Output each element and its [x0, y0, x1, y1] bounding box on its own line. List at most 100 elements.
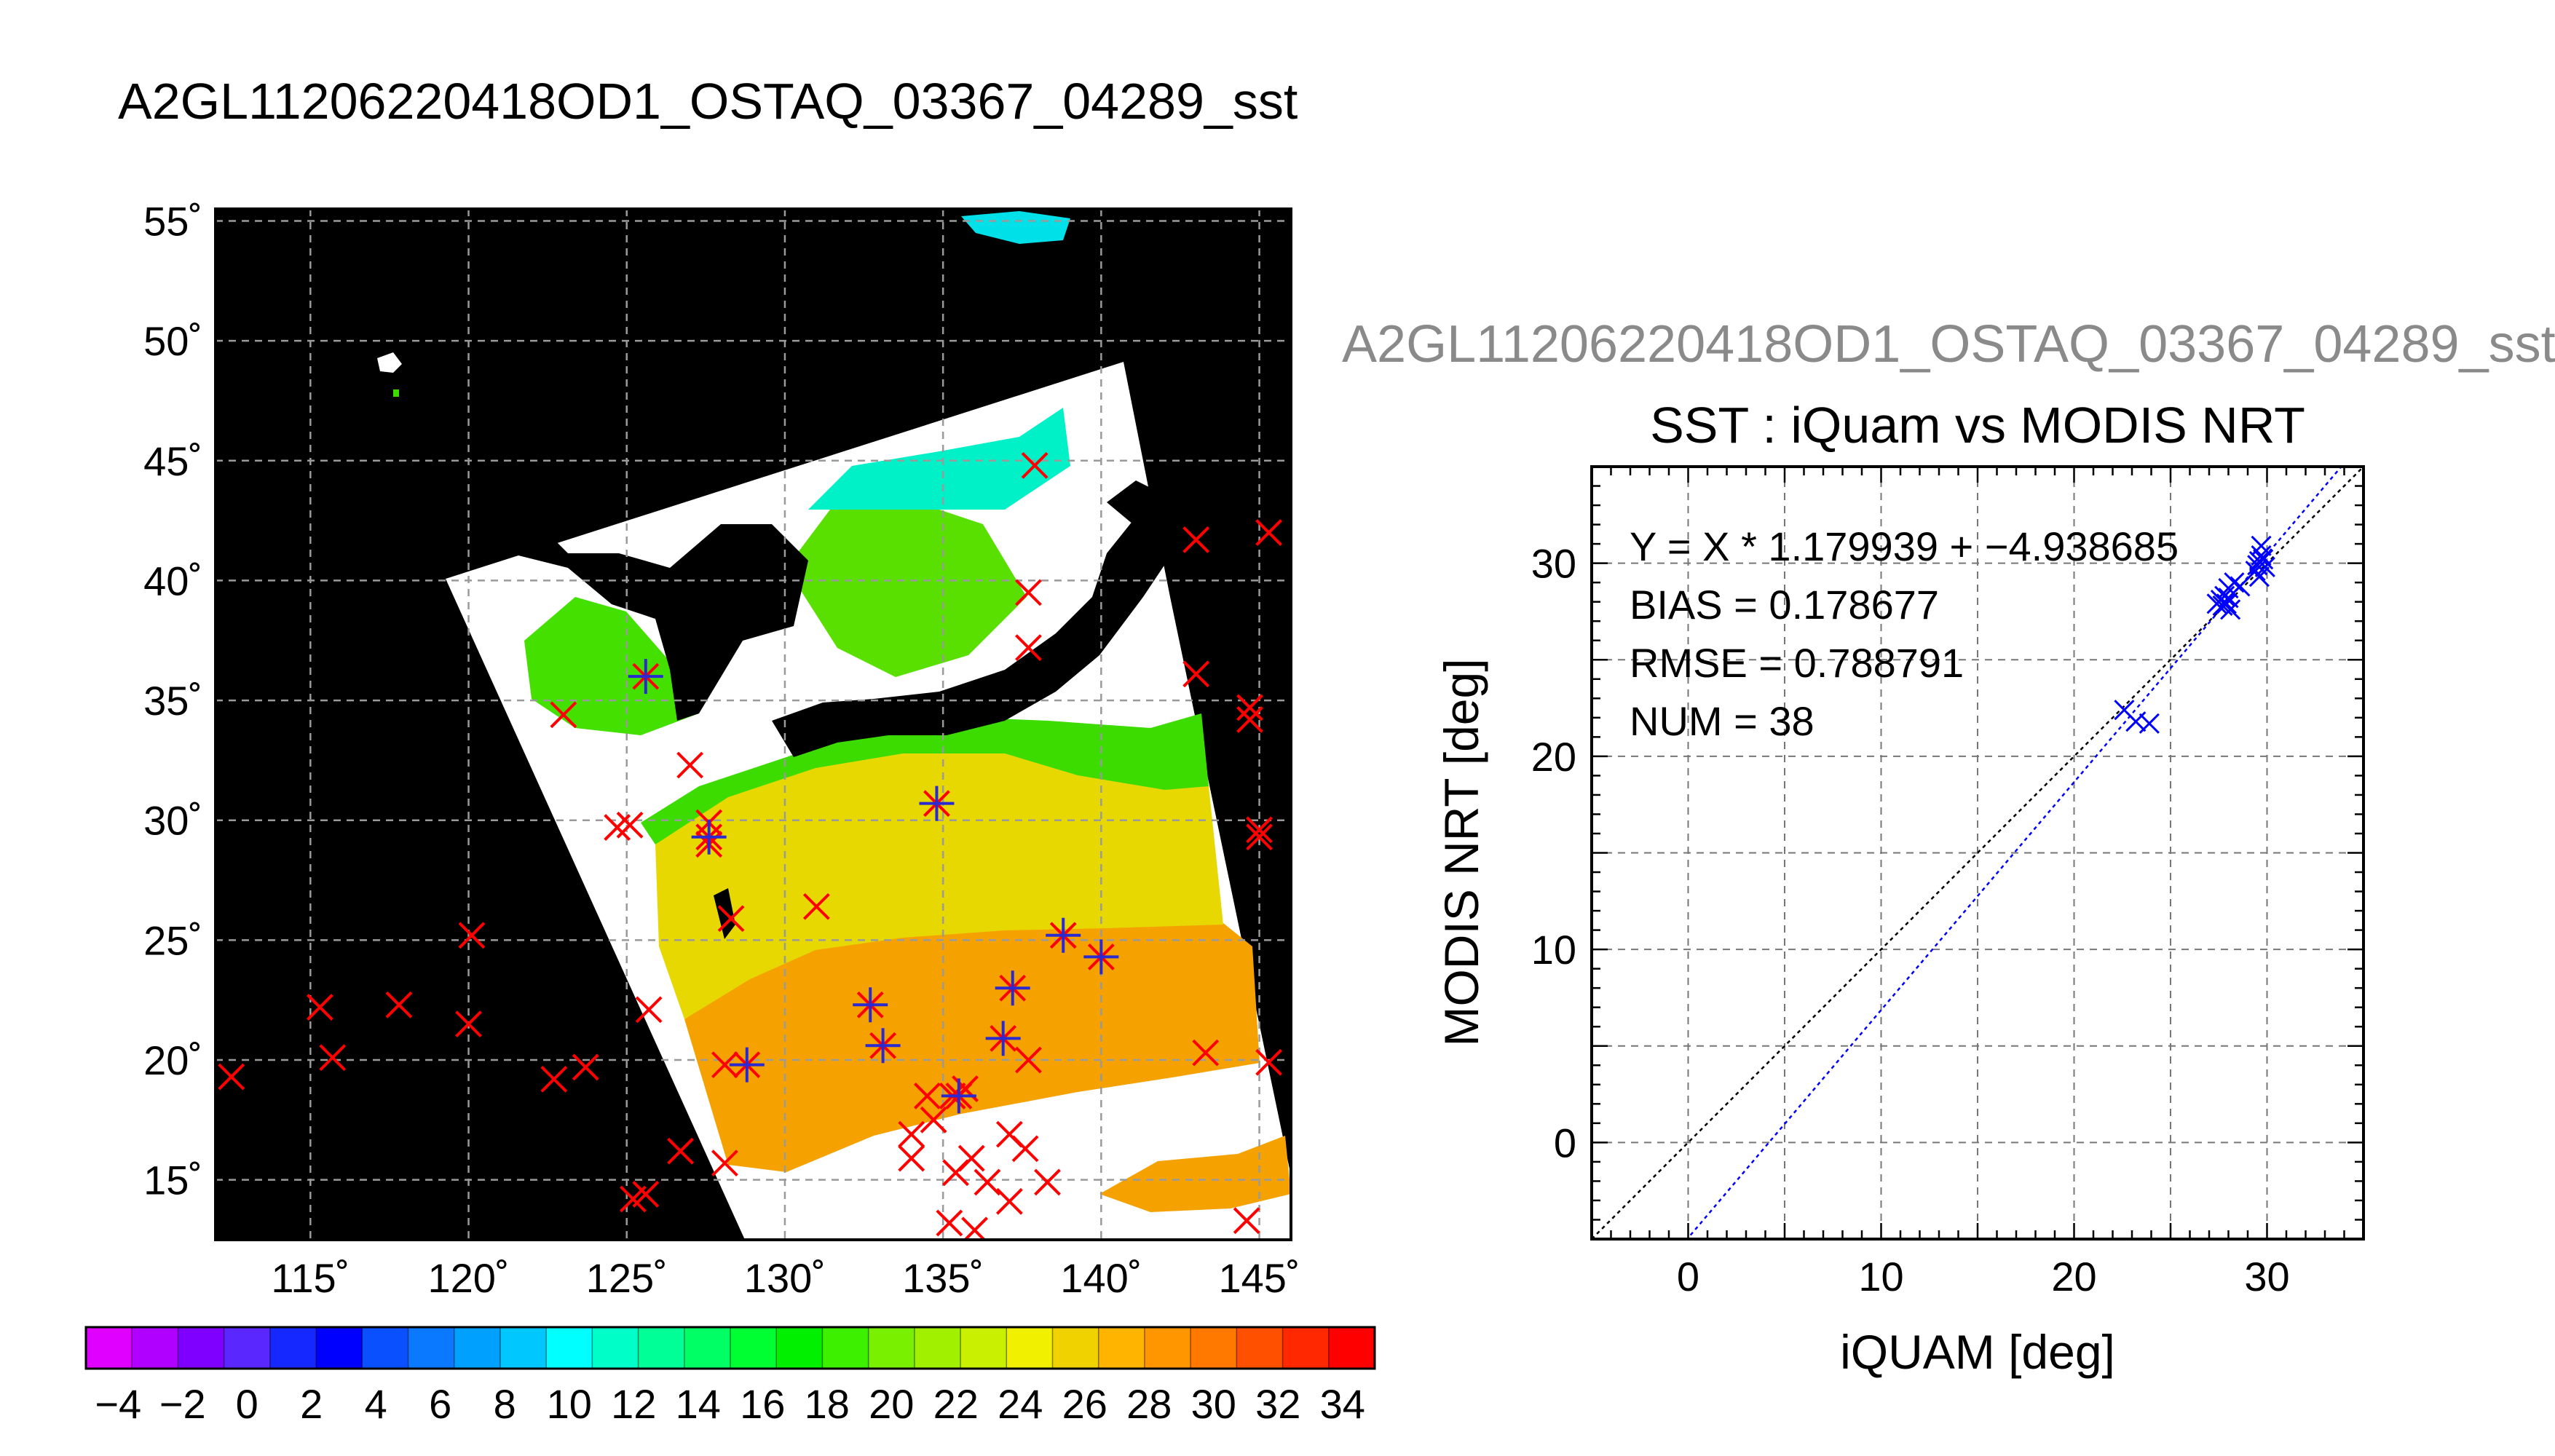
land-hokkaido	[1107, 480, 1180, 539]
colorbar-swatch	[1052, 1327, 1099, 1369]
colorbar-frame	[84, 1326, 1376, 1370]
iquam-marker-stroke-b	[1233, 1207, 1260, 1235]
iquam-marker	[1021, 451, 1049, 479]
map-lat-tick-label: 30˚	[143, 798, 202, 844]
map-lat-tick-label: 35˚	[143, 678, 202, 724]
scatter-point-stroke-b	[2251, 535, 2272, 556]
colorbar-swatch	[269, 1327, 317, 1369]
map-lat-tick-label: 25˚	[143, 917, 202, 963]
matched-marker	[691, 819, 727, 855]
iquam-marker	[667, 1137, 694, 1165]
colorbar-swatch	[822, 1327, 869, 1369]
map-lon-tick-label: 130˚	[744, 1255, 826, 1301]
iquam-marker-stroke-b	[995, 1187, 1023, 1215]
iquam-marker-stroke-b	[218, 1063, 245, 1091]
scatter-x-tick-label: 30	[2244, 1254, 2289, 1299]
iquam-marker	[572, 1053, 599, 1081]
iquam-marker-stroke-b	[306, 994, 333, 1021]
iquam-marker-stroke-b	[711, 1150, 738, 1177]
colorbar-tick-label: 0	[236, 1381, 258, 1427]
iquam-marker	[218, 1063, 245, 1091]
iquam-marker-stroke-b	[717, 905, 745, 933]
iquam-marker	[458, 922, 486, 949]
iquam-marker-stroke-b	[711, 1051, 738, 1079]
stats-fit-equation: Y = X * 1.179939 + −4.938685	[1630, 523, 2179, 569]
iquam-marker-stroke-b	[1021, 451, 1049, 479]
colorbar-tick-label: 22	[933, 1381, 979, 1427]
map-lat-tick-label: 40˚	[143, 558, 202, 604]
iquam-marker	[717, 905, 745, 933]
scatter-point-stroke-b	[2139, 713, 2160, 734]
colorbar-swatch	[1144, 1327, 1191, 1369]
sst-map: 115˚ 120˚ 125˚ 130˚ 135˚ 140˚ 145˚ 15˚ 20˚ 25˚ 30˚…	[143, 198, 1300, 1301]
colorbar-tick-label: 2	[300, 1381, 323, 1427]
colorbar-tick-label: −2	[159, 1381, 206, 1427]
map-image	[377, 211, 1291, 1240]
stats-rmse: RMSE = 0.788791	[1630, 640, 1964, 686]
colorbar-tick-label: 16	[740, 1381, 785, 1427]
colorbar-swatch	[454, 1327, 501, 1369]
iquam-marker	[632, 1181, 660, 1208]
y-axis-label: MODIS NRT [deg]	[1434, 658, 1488, 1046]
map-ticks: 115˚ 120˚ 125˚ 130˚ 135˚ 140˚ 145˚ 15˚ 20˚ 25˚ 30˚…	[143, 198, 1300, 1301]
sst-cyan-north	[808, 408, 1070, 510]
map-markers	[218, 451, 1283, 1240]
colorbar-swatch	[1328, 1327, 1375, 1369]
colorbar-tick-label: 28	[1126, 1381, 1172, 1427]
iquam-marker-stroke-b	[1246, 823, 1273, 851]
iquam-marker	[1255, 1048, 1283, 1076]
iquam-marker	[616, 811, 644, 839]
map-lat-tick-label: 20˚	[143, 1037, 202, 1083]
scatter-point-stroke-b	[2114, 700, 2135, 721]
iquam-marker	[1182, 526, 1210, 553]
map-lon-tick-label: 140˚	[1060, 1255, 1142, 1301]
island-patch-nw	[377, 352, 402, 373]
map-lon-tick-label: 115˚	[271, 1255, 350, 1301]
iquam-marker	[995, 1187, 1023, 1215]
scatter-header: A2GL11206220418OD1_OSTAQ_03367_04289_sst	[1342, 315, 2555, 373]
scatter-point	[2251, 545, 2272, 566]
colorbar-swatch	[1190, 1327, 1237, 1369]
iquam-marker-stroke-b	[1236, 694, 1263, 721]
colorbar-swatch	[914, 1327, 961, 1369]
iquam-marker	[802, 893, 830, 920]
scatter-point-stroke-b	[2216, 593, 2237, 614]
iquam-marker-stroke-b	[667, 1137, 694, 1165]
colorbar-swatch	[316, 1327, 363, 1369]
scatter-ticks: 0 10 20 30 0 10 20 30	[1531, 465, 2365, 1299]
sst-orange-region	[684, 923, 1260, 1172]
iquam-marker-stroke-b	[1015, 634, 1042, 662]
scatter-point	[2251, 535, 2272, 556]
island-patch-north	[961, 211, 1070, 244]
colorbar-swatch	[224, 1327, 271, 1369]
stats-bias: BIAS = 0.178677	[1630, 582, 1939, 628]
map-frame	[214, 207, 1292, 1241]
iquam-marker-stroke-b	[1015, 579, 1042, 606]
colorbar-swatch	[86, 1327, 133, 1369]
iquam-marker	[1233, 1207, 1260, 1235]
iquam-marker	[1236, 705, 1263, 733]
iquam-marker-stroke-b	[616, 811, 644, 839]
iquam-marker	[1034, 1168, 1061, 1196]
map-lat-tick-label: 50˚	[143, 318, 202, 364]
iquam-marker-stroke-b	[385, 991, 413, 1018]
matched-marker	[628, 659, 663, 695]
sst-green-band	[641, 713, 1209, 844]
iquam-marker	[995, 1120, 1023, 1148]
iquam-marker	[550, 701, 577, 729]
iquam-marker	[898, 1144, 925, 1172]
iquam-marker-stroke-b	[632, 1181, 660, 1208]
matched-marker	[729, 1047, 765, 1083]
iquam-marker	[974, 1168, 1001, 1196]
colorbar-swatch	[546, 1327, 593, 1369]
colorbar-tick-label: 12	[611, 1381, 656, 1427]
colorbar-tick-label: 4	[365, 1381, 387, 1427]
scatter-point-stroke-b	[2251, 545, 2272, 566]
iquam-marker-stroke-b	[914, 1083, 941, 1109]
scatter-point-stroke-b	[2248, 566, 2270, 587]
map-lon-tick-label: 135˚	[902, 1255, 984, 1301]
iquam-marker-stroke-b	[458, 922, 486, 949]
land-korea-china	[446, 524, 808, 721]
colorbar-swatch	[960, 1327, 1007, 1369]
